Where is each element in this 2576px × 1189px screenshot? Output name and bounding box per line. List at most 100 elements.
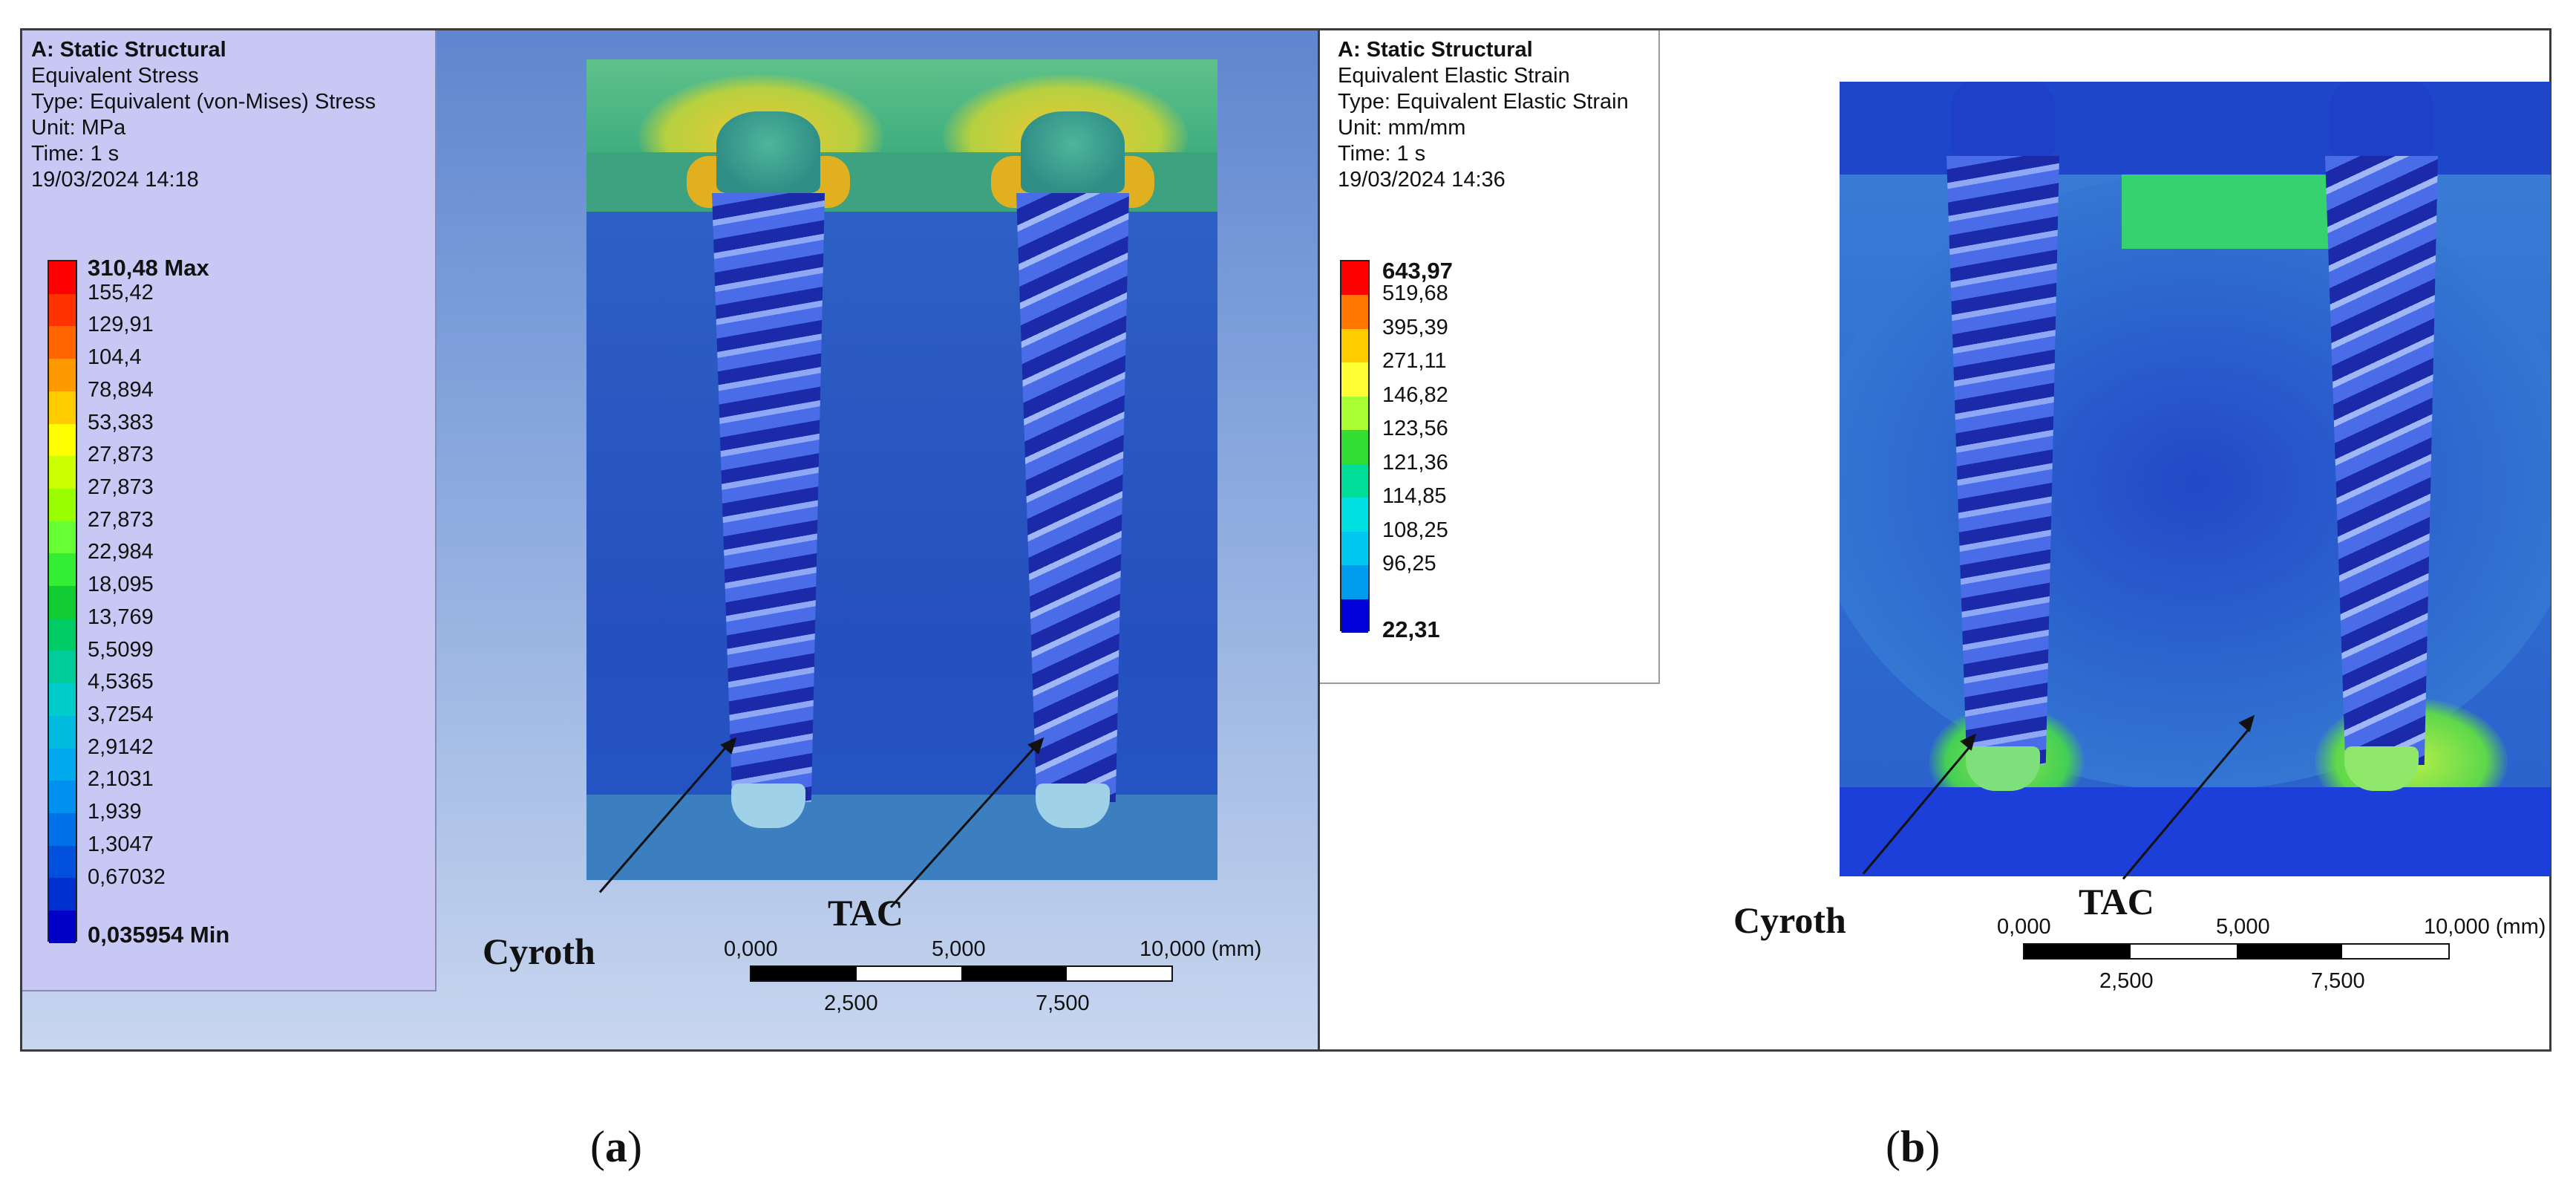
scale-a-label: 5,000 [932,937,986,961]
panel-a-result-type: Type: Equivalent (von-Mises) Stress [31,90,376,114]
implant-head [1951,82,2055,156]
legend-tick-label: 121,36 [1382,450,1448,475]
colorbar-segment [49,456,76,489]
panel-b-legend-max: 643,97 [1382,258,1453,284]
bone-base-layer [1840,787,2551,876]
panel-b-unit: Unit: mm/mm [1338,116,1466,140]
implant-head [716,111,820,193]
legend-tick-label: 0,67032 [88,864,166,889]
colorbar-segment [49,423,76,457]
colorbar-segment [1341,565,1368,599]
caption-a: (a) [590,1122,642,1171]
scale-a-label: 7,500 [1036,991,1090,1015]
caption-a-letter: a [604,1122,627,1171]
panel-a-fea-model [586,59,1217,880]
legend-tick-label: 2,1031 [88,767,154,792]
panel-b-legend-min: 22,31 [1382,616,1440,642]
legend-tick-label: 27,873 [88,475,154,499]
bone-base-layer [586,795,1217,880]
colorbar-segment [1341,430,1368,464]
legend-tick-label: 5,5099 [88,637,154,662]
colorbar-segment [49,521,76,554]
legend-tick-label: 3,7254 [88,703,154,726]
label-tac: TAC [828,892,903,934]
legend-tick-label: 114,85 [1382,484,1447,509]
panel-b-result-type: Type: Equivalent Elastic Strain [1338,90,1629,114]
legend-tick-label: 271,11 [1382,349,1447,374]
panel-a-legend-max: 310,48 Max [88,255,209,281]
scale-b-label: 0,000 [1997,915,2051,939]
label-cyroth: Cyroth [483,931,595,972]
colorbar-segment [1341,599,1368,633]
label-tac: TAC [2079,881,2154,922]
legend-tick-label: 96,25 [1382,552,1436,576]
colorbar-segment [49,391,76,424]
legend-tick-label: 78,894 [88,377,154,402]
caption-b: (b) [1886,1122,1941,1171]
legend-tick-label: 4,5365 [88,670,154,694]
legend-tick-label: 1,3047 [88,832,154,856]
implant-head [1021,111,1125,193]
panel-b-header: A: Static Structural Equivalent Elastic … [1338,37,1629,193]
colorbar-segment [49,911,76,943]
colorbar-segment [49,359,76,391]
scale-b-bar [2023,943,2450,960]
legend-tick-label: 108,25 [1382,518,1448,542]
scale-a-label: 2,500 [824,991,878,1015]
implant-thread [712,193,825,802]
panel-b-colorbar [1340,260,1370,633]
implant-thread [2325,156,2438,765]
legend-tick-label: 104,4 [88,345,142,370]
scale-a-label: 10,000 (mm) [1140,937,1262,961]
colorbar-segment [1341,498,1368,532]
legend-tick-label: 13,769 [88,605,154,629]
colorbar-segment [49,715,76,749]
scale-a-bar [750,965,1173,982]
colorbar-segment [49,488,76,521]
colorbar-segment [49,618,76,651]
implant-apex [2344,746,2419,791]
legend-tick-label: 53,383 [88,410,154,434]
colorbar-segment [1341,396,1368,431]
panel-b-time: Time: 1 s [1338,142,1426,166]
colorbar-segment [49,748,76,781]
colorbar-segment [49,781,76,813]
implant-thread [1016,193,1129,802]
legend-tick-label: 27,873 [88,443,154,467]
legend-tick-label: 1,939 [88,800,142,824]
scale-a-label: 0,000 [724,937,778,961]
colorbar-segment [1341,531,1368,566]
colorbar-segment [49,812,76,846]
colorbar-segment [49,683,76,716]
colorbar-segment [49,553,76,587]
scale-b-label: 2,500 [2099,969,2154,993]
strain-band [2122,175,2344,249]
legend-tick-label: 395,39 [1382,315,1448,339]
legend-tick-label: 18,095 [88,573,154,597]
implant-head [2330,82,2433,156]
scale-b-label: 10,000 (mm) [2424,915,2546,939]
colorbar-segment [49,293,76,327]
legend-tick-label: 155,42 [88,280,154,304]
panel-b-legend-box [1320,30,1660,684]
legend-tick-label: 123,56 [1382,417,1448,441]
legend-tick-label: 146,82 [1382,382,1448,407]
caption-b-letter: b [1900,1122,1926,1171]
label-cyroth: Cyroth [1733,899,1846,941]
legend-tick-label: 27,873 [88,507,154,532]
colorbar-segment [49,878,76,911]
panel-b-result-name: Equivalent Elastic Strain [1338,64,1570,88]
bone-trabecular-region [1840,175,2551,791]
panel-a-colorbar [48,260,77,943]
scale-b-label: 5,000 [2216,915,2270,939]
implant-apex [731,784,805,828]
legend-tick-label: 22,984 [88,540,154,564]
panel-a-time: Time: 1 s [31,142,120,166]
panel-a-legend-min: 0,035954 Min [88,922,230,948]
colorbar-segment [1341,362,1368,397]
implant-thread [1946,156,2059,765]
implant-apex [1966,746,2040,791]
panel-a-title: A: Static Structural [31,38,226,62]
colorbar-segment [49,586,76,619]
panel-b-fea-model [1840,82,2551,876]
